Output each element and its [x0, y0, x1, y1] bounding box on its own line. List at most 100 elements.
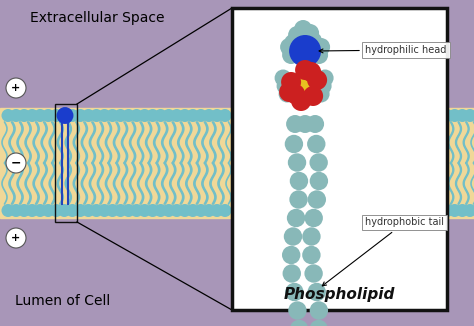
Circle shape	[1, 109, 15, 122]
Circle shape	[456, 109, 469, 122]
Bar	[443, 108, 474, 218]
Circle shape	[9, 204, 23, 217]
Circle shape	[50, 109, 63, 122]
Circle shape	[90, 204, 103, 217]
Circle shape	[288, 153, 306, 172]
Circle shape	[26, 204, 38, 217]
Circle shape	[281, 72, 301, 92]
Text: Phospholipid: Phospholipid	[284, 287, 395, 302]
Bar	[232, 8, 447, 310]
Circle shape	[6, 228, 26, 248]
Circle shape	[302, 246, 320, 264]
Circle shape	[194, 109, 208, 122]
Circle shape	[58, 204, 71, 217]
Circle shape	[106, 204, 119, 217]
Circle shape	[146, 204, 159, 217]
Circle shape	[448, 109, 461, 122]
Bar	[0, 108, 232, 218]
Circle shape	[301, 62, 321, 82]
Circle shape	[310, 320, 328, 326]
Circle shape	[106, 109, 119, 122]
Circle shape	[289, 35, 321, 67]
Circle shape	[6, 78, 26, 98]
Circle shape	[312, 38, 330, 56]
Circle shape	[315, 78, 332, 95]
Circle shape	[74, 204, 87, 217]
Circle shape	[130, 204, 143, 217]
Circle shape	[289, 72, 317, 100]
Circle shape	[290, 320, 308, 326]
Circle shape	[304, 32, 322, 50]
Circle shape	[285, 283, 303, 301]
Circle shape	[310, 153, 328, 172]
Circle shape	[186, 204, 200, 217]
Circle shape	[279, 85, 296, 102]
Circle shape	[18, 204, 31, 217]
Circle shape	[303, 86, 323, 106]
Circle shape	[162, 204, 175, 217]
Circle shape	[162, 109, 175, 122]
Circle shape	[440, 109, 454, 122]
Circle shape	[138, 109, 151, 122]
Circle shape	[90, 109, 103, 122]
Circle shape	[304, 209, 323, 227]
Circle shape	[74, 109, 87, 122]
Circle shape	[50, 204, 63, 217]
Circle shape	[456, 204, 469, 217]
Circle shape	[308, 190, 326, 209]
Circle shape	[317, 69, 334, 86]
Circle shape	[26, 109, 38, 122]
Circle shape	[122, 109, 135, 122]
Circle shape	[306, 115, 324, 133]
Circle shape	[291, 91, 311, 111]
Circle shape	[202, 109, 215, 122]
Circle shape	[277, 78, 293, 95]
Circle shape	[284, 34, 302, 52]
Circle shape	[34, 204, 46, 217]
Circle shape	[296, 115, 314, 133]
Circle shape	[98, 204, 111, 217]
Circle shape	[56, 107, 73, 124]
Circle shape	[308, 283, 326, 301]
Circle shape	[310, 172, 328, 190]
Circle shape	[288, 301, 307, 320]
Circle shape	[287, 209, 305, 227]
Circle shape	[154, 109, 167, 122]
Circle shape	[42, 204, 55, 217]
Circle shape	[279, 82, 299, 102]
Circle shape	[448, 204, 461, 217]
Circle shape	[138, 204, 151, 217]
Circle shape	[82, 109, 95, 122]
Text: Extracellular Space: Extracellular Space	[30, 11, 164, 25]
Circle shape	[130, 109, 143, 122]
Circle shape	[289, 190, 308, 209]
Circle shape	[302, 227, 320, 246]
Circle shape	[283, 264, 301, 283]
Circle shape	[284, 227, 302, 246]
Circle shape	[464, 204, 474, 217]
Circle shape	[194, 204, 208, 217]
Circle shape	[66, 204, 79, 217]
Circle shape	[285, 135, 303, 153]
Circle shape	[290, 172, 308, 190]
Circle shape	[295, 60, 315, 80]
Circle shape	[280, 38, 298, 56]
Text: +: +	[11, 233, 21, 243]
Circle shape	[154, 204, 167, 217]
Circle shape	[42, 109, 55, 122]
Circle shape	[282, 46, 300, 64]
Circle shape	[301, 24, 319, 42]
Circle shape	[440, 204, 454, 217]
Circle shape	[6, 153, 26, 173]
Text: hydrophilic head: hydrophilic head	[319, 45, 447, 55]
Circle shape	[312, 85, 329, 102]
Circle shape	[1, 204, 15, 217]
Circle shape	[310, 301, 328, 320]
Circle shape	[210, 204, 223, 217]
Circle shape	[210, 109, 223, 122]
Circle shape	[178, 109, 191, 122]
Circle shape	[114, 204, 127, 217]
Circle shape	[82, 204, 95, 217]
Circle shape	[288, 26, 306, 44]
Circle shape	[282, 246, 301, 264]
